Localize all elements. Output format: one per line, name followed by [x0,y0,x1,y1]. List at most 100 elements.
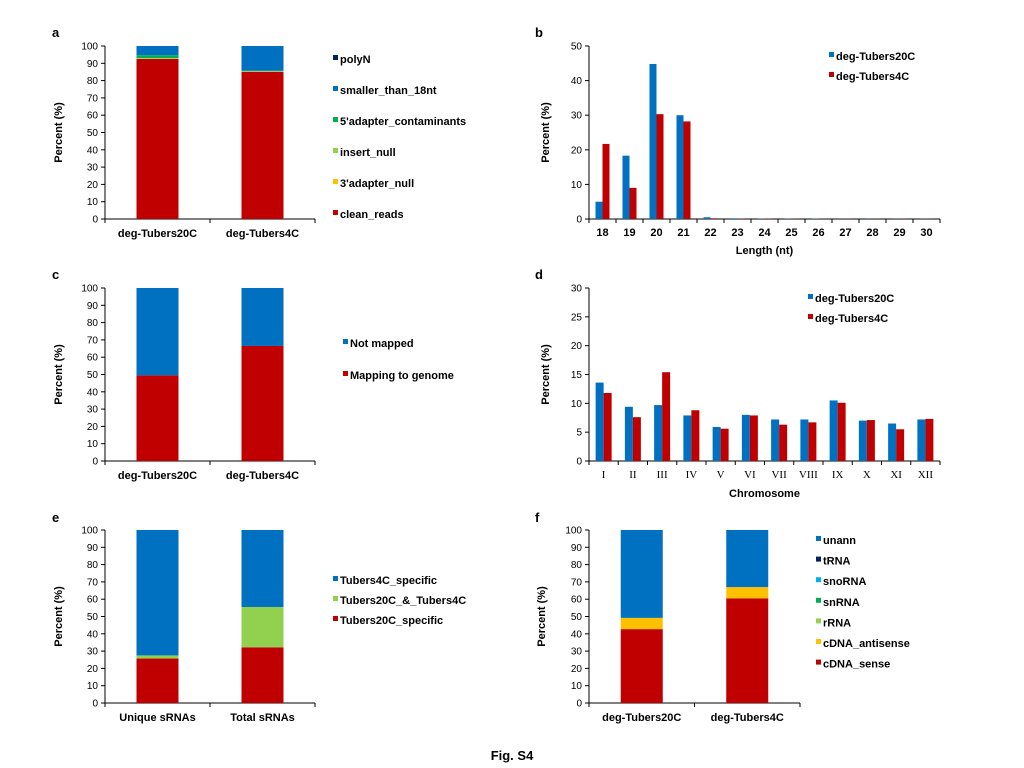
x-category-label: VI [744,469,756,481]
bar-deg-tubers4c [896,429,905,461]
x-category-label: I [602,469,606,481]
bar-deg-tubers20c [649,63,657,219]
bar-deg-tubers20c [741,414,750,461]
y-tick-label: 0 [576,457,582,468]
x-category-label: VIII [799,469,818,481]
stacked-bar-segment-cdna-antisense [726,587,769,599]
y-tick-label: 90 [571,543,583,554]
bar-deg-tubers20c [654,405,663,461]
y-tick-label: 0 [576,215,582,226]
bar-deg-tubers20c [676,115,684,219]
y-tick-label: 90 [87,543,99,554]
bar-deg-tubers20c [800,419,809,461]
legend-swatch [333,117,338,122]
legend-label: tRNA [823,556,851,568]
y-axis-label: Percent (%) [540,102,552,163]
y-tick-label: 10 [87,439,99,450]
x-category-label: 20 [650,227,662,239]
x-category-label: IX [832,469,844,481]
x-category-label: II [629,469,637,481]
y-tick-label: 0 [92,457,98,468]
y-tick-label: 50 [571,42,583,53]
legend-swatch [333,616,338,621]
bar-deg-tubers20c [595,382,604,461]
legend-swatch [333,210,338,215]
legend-swatch [816,597,821,603]
bar-deg-tubers20c [829,400,838,461]
legend-swatch [333,179,338,184]
bar-deg-tubers20c [771,419,780,461]
legend-swatch [343,339,348,344]
legend-swatch [333,55,338,60]
bar-deg-tubers20c [683,415,692,461]
x-axis-label: Length (nt) [736,245,794,257]
y-tick-label: 30 [87,405,99,416]
legend-swatch [816,577,821,583]
y-tick-label: 60 [571,595,583,606]
stacked-bar-segment-unann [620,530,663,618]
y-tick-label: 100 [81,526,98,537]
x-category-label: 26 [812,227,824,239]
legend-swatch [829,52,834,57]
y-tick-label: 10 [571,399,583,410]
panel-f-annotation-chart: f 0 10 20 30 40 50 60 70 80 90 100 Percent (%) deg-Tu… [535,510,910,724]
legend-label: cDNA_antisense [823,638,910,650]
y-tick-label: 70 [87,577,99,588]
legend-swatch [829,72,834,77]
bar-deg-tubers4c [779,424,788,461]
legend-label: 3'adapter_null [340,178,414,190]
bar-deg-tubers4c [837,402,846,461]
stacked-bar-segment-insert-null [136,58,179,59]
y-tick-label: 80 [87,76,99,87]
bar-deg-tubers4c [632,417,641,461]
legend-label: snRNA [823,597,860,609]
legend-label: insert_null [340,147,396,159]
x-category-label: 23 [731,227,743,239]
legend-label: Not mapped [350,338,414,350]
legend-swatch [816,618,821,624]
x-category-label: XI [890,469,902,481]
legend-swatch [333,596,338,601]
y-tick-label: 70 [87,335,99,346]
bar-deg-tubers20c [917,419,926,461]
legend-swatch [343,371,348,376]
y-tick-label: 40 [571,629,583,640]
legend-label: 5'adapter_contaminants [340,116,466,128]
stacked-bar-segment-mapping-to-genome [136,375,179,461]
x-category-label: X [863,469,871,481]
y-tick-label: 20 [571,145,583,156]
y-tick-label: 90 [87,301,99,312]
legend-swatch [333,148,338,153]
figure-caption: Fig. S4 [491,748,534,763]
legend-swatch [808,294,813,299]
y-tick-label: 0 [576,699,582,710]
bar-deg-tubers4c [749,415,758,461]
y-axis-label: Percent (%) [536,586,548,647]
y-axis-label: Percent (%) [53,586,65,647]
bar-deg-tubers4c [603,392,612,461]
stacked-bar-segment-cdna-antisense [620,617,663,630]
stacked-bar-segment-mapping-to-genome [241,345,284,461]
bar-deg-tubers4c [720,428,729,461]
y-tick-label: 100 [565,526,582,537]
y-tick-label: 40 [87,145,99,156]
stacked-bar-segment-not-mapped [241,288,284,346]
legend-label: unann [823,535,856,547]
stacked-bar-segment-tubers20c-tubers4c [136,655,179,659]
y-tick-label: 70 [571,577,583,588]
legend-swatch [816,536,821,541]
x-category-label: deg-Tubers4C [711,712,784,724]
y-tick-label: 30 [571,647,583,658]
x-category-label: IV [686,469,698,481]
bar-deg-tubers4c [629,187,637,219]
bar-deg-tubers4c [710,218,718,219]
legend-swatch [333,576,338,581]
stacked-bar-segment-cdna-sense [620,629,663,703]
y-tick-label: 0 [92,699,98,710]
x-category-label: VII [771,469,787,481]
y-tick-label: 20 [571,664,583,675]
y-tick-label: 100 [81,42,98,53]
y-tick-label: 30 [571,284,583,295]
stacked-bar-segment-tubers20c-specific [136,658,179,703]
y-tick-label: 60 [87,353,99,364]
